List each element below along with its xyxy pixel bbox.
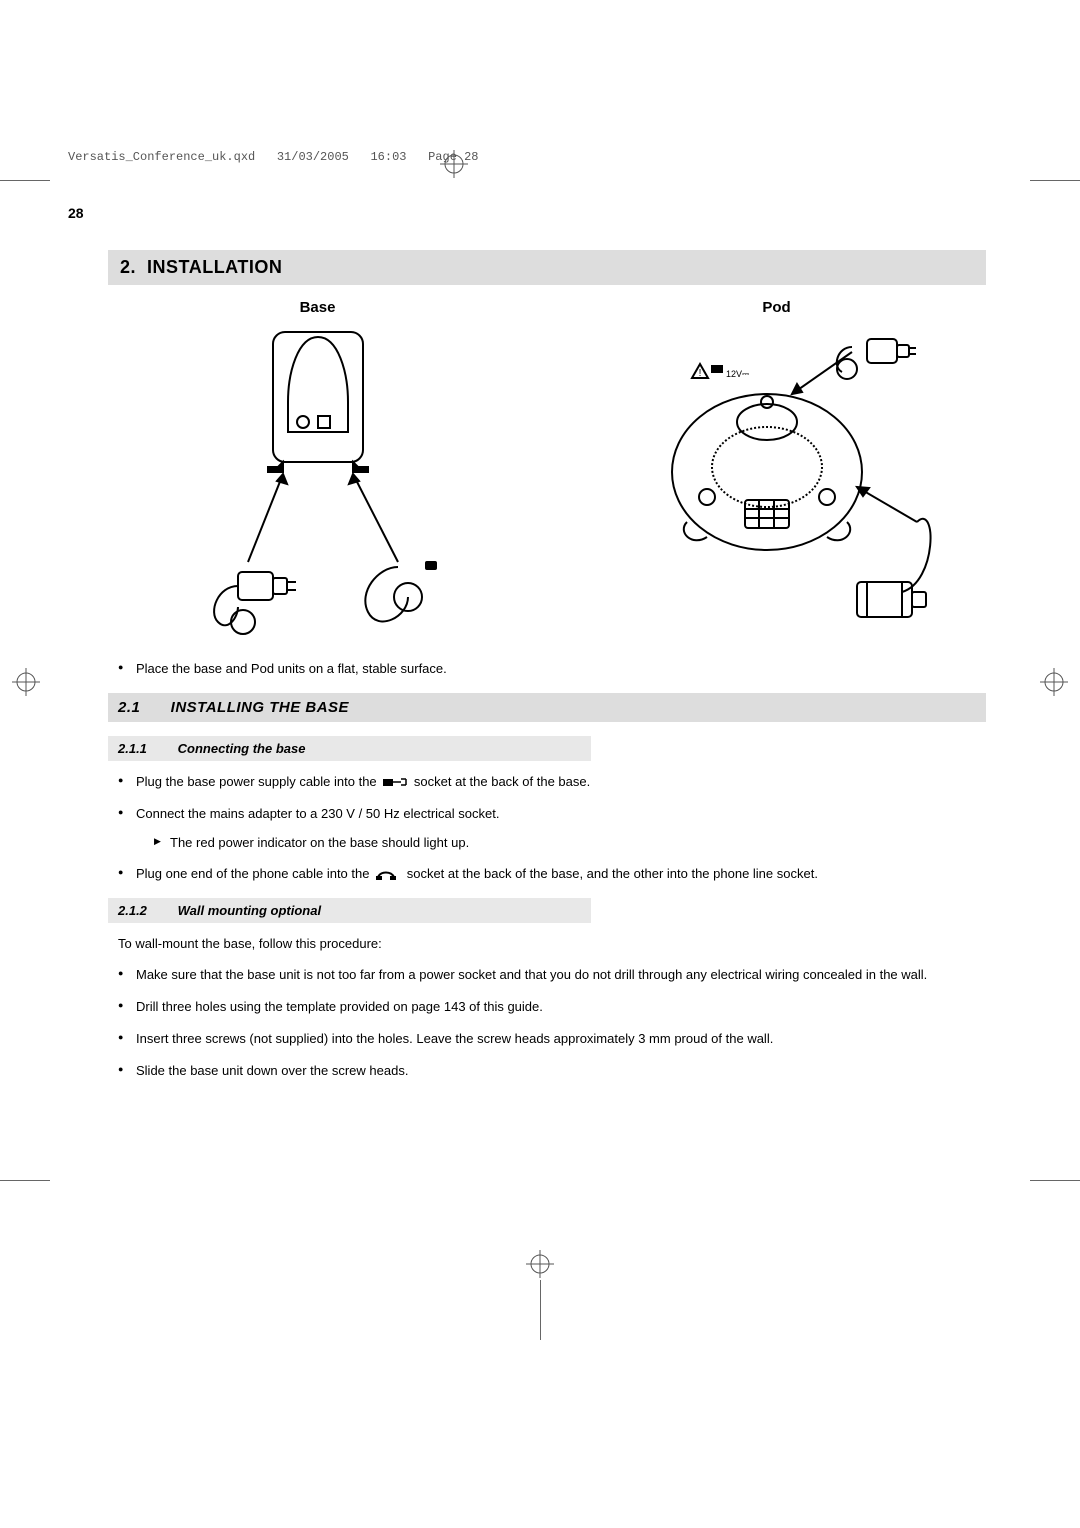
section-heading: 2. INSTALLATION bbox=[108, 250, 986, 285]
list-item: Place the base and Pod units on a flat, … bbox=[118, 660, 986, 679]
figure-pod: Pod ! 12V⎓ bbox=[567, 299, 986, 642]
header-page: Page 28 bbox=[428, 150, 478, 164]
header-filename: Versatis_Conference_uk.qxd bbox=[68, 150, 255, 164]
list-item: Insert three screws (not supplied) into … bbox=[118, 1030, 986, 1049]
header-time: 16:03 bbox=[370, 150, 406, 164]
subsection-number: 2.1 bbox=[118, 699, 166, 716]
list-item: Slide the base unit down over the screw … bbox=[118, 1062, 986, 1081]
crop-mark bbox=[1030, 180, 1080, 181]
subsubsection-heading: 2.1.1 Connecting the base bbox=[108, 736, 591, 761]
subsubsection-heading: 2.1.2 Wall mounting optional bbox=[108, 898, 591, 923]
list-item: Plug the base power supply cable into th… bbox=[118, 773, 986, 792]
crop-mark bbox=[0, 180, 50, 181]
text-part: socket at the back of the base. bbox=[414, 774, 590, 789]
figure-pod-label: Pod bbox=[567, 299, 986, 316]
section-number: 2. bbox=[120, 257, 136, 277]
list-item: The red power indicator on the base shou… bbox=[154, 834, 986, 853]
figure-base: Base bbox=[108, 299, 527, 642]
subsection-title: INSTALLING THE BASE bbox=[171, 699, 349, 716]
header-date: 31/03/2005 bbox=[277, 150, 349, 164]
subsubsection-number: 2.1.1 bbox=[118, 741, 174, 756]
text-part: Connect the mains adapter to a 230 V / 5… bbox=[136, 806, 499, 821]
base-diagram-icon bbox=[108, 322, 527, 642]
crop-mark bbox=[540, 1280, 541, 1340]
page-number: 28 bbox=[68, 205, 84, 221]
connecting-base-list: Plug the base power supply cable into th… bbox=[118, 773, 986, 884]
print-header: Versatis_Conference_uk.qxd 31/03/2005 16… bbox=[68, 150, 479, 164]
pod-diagram-icon: ! 12V⎓ bbox=[567, 322, 986, 642]
svg-text:!: ! bbox=[698, 368, 701, 379]
wall-mount-list: Make sure that the base unit is not too … bbox=[118, 966, 986, 1080]
registration-mark-icon bbox=[526, 1250, 554, 1278]
crop-mark bbox=[0, 1180, 50, 1181]
subsubsection-title: Wall mounting optional bbox=[178, 903, 321, 918]
figure-base-label: Base bbox=[108, 299, 527, 316]
phone-socket-icon bbox=[375, 869, 401, 881]
text-part: Plug one end of the phone cable into the bbox=[136, 866, 373, 881]
subsubsection-title: Connecting the base bbox=[178, 741, 306, 756]
page-content: 2. INSTALLATION Base bbox=[108, 250, 986, 1094]
svg-text:12V⎓: 12V⎓ bbox=[726, 369, 749, 379]
intro-list: Place the base and Pod units on a flat, … bbox=[118, 660, 986, 679]
subsubsection-number: 2.1.2 bbox=[118, 903, 174, 918]
text-part: socket at the back of the base, and the … bbox=[407, 866, 818, 881]
list-item: Drill three holes using the template pro… bbox=[118, 998, 986, 1017]
list-item: Make sure that the base unit is not too … bbox=[118, 966, 986, 985]
subsection-heading: 2.1 INSTALLING THE BASE bbox=[108, 693, 986, 722]
wall-mount-intro: To wall-mount the base, follow this proc… bbox=[118, 935, 986, 954]
list-item: Plug one end of the phone cable into the… bbox=[118, 865, 986, 884]
sub-list: The red power indicator on the base shou… bbox=[154, 834, 986, 853]
registration-mark-icon bbox=[12, 668, 40, 696]
power-socket-icon bbox=[382, 776, 408, 788]
list-item: Connect the mains adapter to a 230 V / 5… bbox=[118, 805, 986, 853]
text-part: Plug the base power supply cable into th… bbox=[136, 774, 380, 789]
crop-mark bbox=[1030, 1180, 1080, 1181]
figure-row: Base bbox=[108, 299, 986, 642]
registration-mark-icon bbox=[1040, 668, 1068, 696]
section-title: INSTALLATION bbox=[147, 257, 282, 277]
